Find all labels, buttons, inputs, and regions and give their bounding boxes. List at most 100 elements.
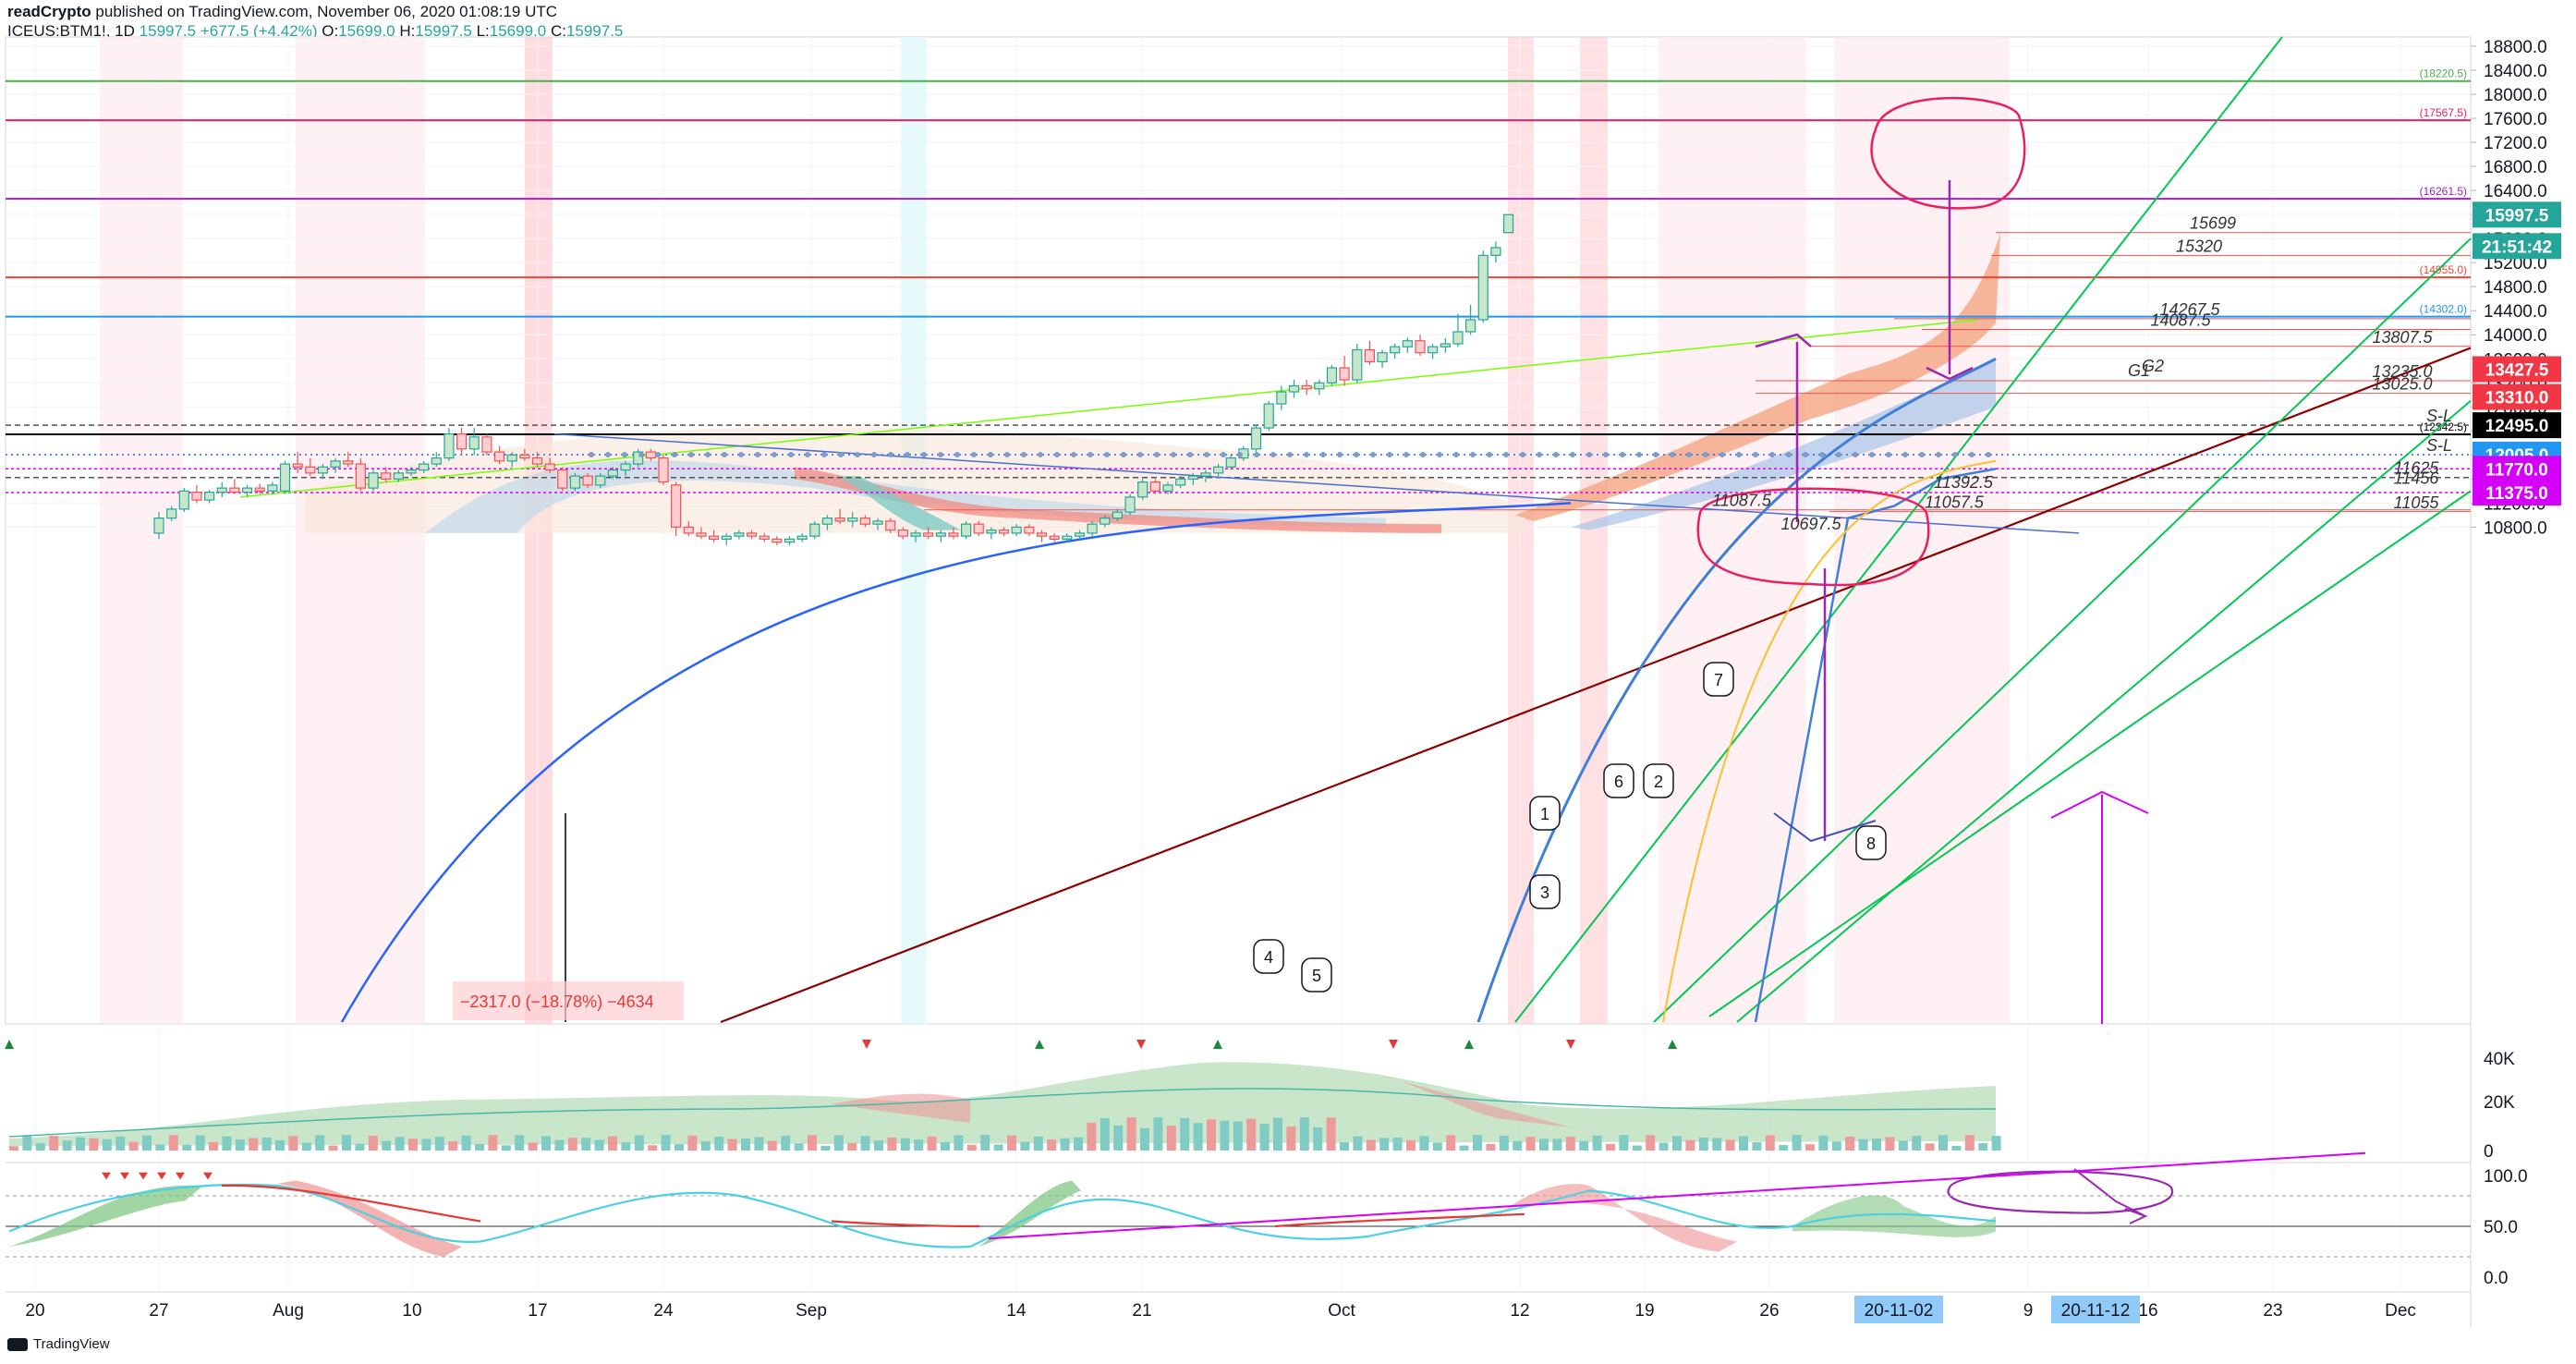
trend-line[interactable] [1653,237,2472,1023]
volume-bar [1565,1137,1575,1151]
candle [1339,356,1350,386]
candle [1415,335,1426,357]
candle [254,483,265,494]
time-tick-label: 9 [2023,1301,2034,1321]
volume-bar [1033,1136,1043,1151]
candle-body [973,523,984,534]
callout-7[interactable]: 7 [1703,662,1734,697]
callout-4[interactable]: 4 [1253,939,1284,974]
callout-label: 2 [1654,773,1663,791]
trend-line[interactable] [720,347,2472,1024]
volume-bar [1340,1142,1349,1151]
candle [935,530,946,542]
callout-5[interactable]: 5 [1301,957,1332,993]
time-tick-label: 23 [2263,1301,2282,1321]
candle-body [1263,403,1274,429]
callout-box [1529,796,1561,831]
volume-bar [1925,1143,1935,1151]
volume-bar [49,1136,59,1151]
level-text: S-L [2426,436,2452,455]
dot-marker [622,452,627,458]
osc-fill-green [9,1185,203,1247]
tradingview-logo[interactable]: TradingView [7,1336,110,1352]
candle [1452,313,1464,347]
trend-line[interactable] [239,319,1978,498]
tradingview-mark-icon [7,1337,28,1351]
candle-body [569,475,581,489]
low-value: 15699.0 [489,22,547,40]
trend-line[interactable] [1736,400,2472,1023]
candle [948,527,959,540]
candle-body [330,460,341,468]
dot-marker [1403,452,1409,458]
time-tick-label: 26 [1759,1301,1779,1321]
candle [1212,464,1224,477]
dot-marker [1021,452,1027,458]
signal-arrow-down [1389,1040,1398,1049]
candle [557,467,568,492]
trend-line[interactable] [1514,36,2283,1023]
target-circle-mid[interactable] [1696,487,1930,587]
volume-bar [1964,1135,1975,1151]
candle-body [368,472,379,489]
candle-body [1162,484,1173,492]
measure-box[interactable] [453,981,684,1020]
trend-line[interactable] [340,502,1572,1023]
volume-bar [648,1145,658,1151]
volume-bar [1845,1136,1855,1151]
callout-3[interactable]: 3 [1529,874,1561,909]
candle [1377,349,1388,369]
volume-bar [567,1138,577,1151]
callout-6[interactable]: 6 [1603,763,1634,798]
dot-marker [988,452,993,458]
time-axis[interactable]: 20 27 Aug 10 17 24 Sep 14 21 Oct 12 19 26 9 16 23 Dec 20-… [25,1296,2416,1323]
dot-marker [1437,452,1442,458]
trend-line[interactable] [1476,357,1997,1023]
horizontal-level-label: (14302.0) [2420,303,2467,316]
osc-trend-line[interactable] [988,1151,2366,1240]
volume-bar [475,1143,484,1151]
trend-line[interactable] [553,432,2080,534]
author-name[interactable]: readCrypto [7,3,91,20]
callout-1[interactable]: 1 [1529,796,1561,831]
trend-line[interactable] [1754,468,1997,1023]
osc-circle[interactable] [1947,1170,2174,1214]
candle-body [419,463,430,471]
price-badge-bg [2473,456,2561,482]
candle [607,467,619,480]
candle-body [582,475,593,486]
price-badge-bg [2473,412,2561,439]
candle [1314,380,1325,396]
dot-marker [1803,452,1808,458]
candle-body [948,532,959,537]
callout-label: 8 [1866,834,1876,853]
dot-marker [1553,452,1559,458]
volume-bar [754,1137,764,1151]
oscillator-pane: 100.0 50.0 0.0 [6,1151,2528,1288]
candle-body [1301,384,1312,390]
callout-2[interactable]: 2 [1643,763,1674,798]
callout-label: 7 [1714,671,1723,689]
candle-body [1124,496,1136,513]
volume-bar [1858,1139,1868,1151]
price-badge: 13310.0 [2473,384,2561,410]
volume-bar [1432,1142,1442,1151]
candle-body [1440,343,1451,347]
volume-bar [874,1139,883,1151]
price-badges: 15997.521:51:4213427.513310.012495.01200… [2473,201,2561,505]
volume-bar [368,1135,378,1151]
trend-line[interactable] [1662,459,1997,1023]
candle-body [1036,532,1048,537]
dot-marker [605,452,611,458]
arrow-check-low [1773,812,1877,843]
volume-bar [1473,1135,1482,1151]
volume-bar [1991,1136,2001,1151]
callout-8[interactable]: 8 [1855,825,1887,860]
target-circle-top[interactable] [1870,96,2026,210]
trend-line[interactable] [1708,490,2472,1017]
candle [885,518,896,533]
candle-body [191,492,202,501]
volume-bar [1513,1140,1523,1151]
symbol-label[interactable]: ICEUS:BTM1!, 1D [7,22,135,40]
